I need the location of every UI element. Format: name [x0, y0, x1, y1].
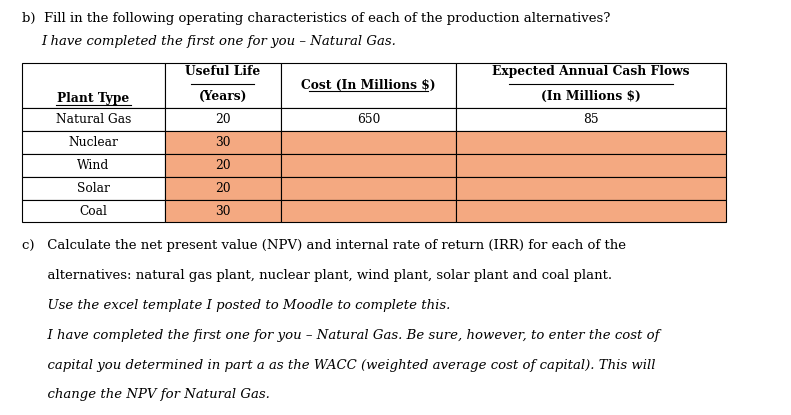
Bar — [165, 177, 281, 200]
Text: I have completed the first one for you – Natural Gas.: I have completed the first one for you –… — [41, 35, 396, 48]
Bar — [22, 108, 165, 131]
Bar — [456, 200, 725, 222]
Bar — [456, 131, 725, 154]
Bar — [165, 131, 281, 154]
Text: Solar: Solar — [77, 182, 110, 195]
Text: I have completed the first one for you – Natural Gas. Be sure, however, to enter: I have completed the first one for you –… — [22, 329, 660, 342]
Bar — [281, 177, 456, 200]
Bar — [281, 108, 456, 131]
Bar — [22, 177, 165, 200]
Text: Wind: Wind — [78, 159, 110, 172]
Text: 20: 20 — [215, 113, 230, 126]
Text: 85: 85 — [583, 113, 599, 126]
Text: 30: 30 — [215, 205, 230, 217]
Text: (In Millions $): (In Millions $) — [541, 90, 641, 103]
Bar — [165, 200, 281, 222]
Text: 30: 30 — [215, 136, 230, 149]
Bar — [22, 200, 165, 222]
Bar — [281, 200, 456, 222]
Bar — [22, 154, 165, 177]
Bar — [456, 177, 725, 200]
Text: Coal: Coal — [80, 205, 108, 217]
Text: Cost (In Millions $): Cost (In Millions $) — [301, 79, 436, 92]
Bar — [456, 154, 725, 177]
Bar — [165, 108, 281, 131]
Text: Use the excel template I posted to Moodle to complete this.: Use the excel template I posted to Moodl… — [22, 299, 451, 312]
Text: 650: 650 — [357, 113, 380, 126]
Text: Nuclear: Nuclear — [69, 136, 119, 149]
Text: Natural Gas: Natural Gas — [56, 113, 131, 126]
Text: alternatives: natural gas plant, nuclear plant, wind plant, solar plant and coal: alternatives: natural gas plant, nuclear… — [22, 269, 612, 282]
Text: Expected Annual Cash Flows: Expected Annual Cash Flows — [492, 65, 690, 78]
Text: capital you determined in part a as the WACC (weighted average cost of capital).: capital you determined in part a as the … — [22, 359, 656, 371]
Bar — [456, 108, 725, 131]
Text: c)   Calculate the net present value (NPV) and internal rate of return (IRR) for: c) Calculate the net present value (NPV)… — [22, 239, 626, 252]
Bar — [281, 154, 456, 177]
Text: change the NPV for Natural Gas.: change the NPV for Natural Gas. — [22, 388, 271, 401]
Text: 20: 20 — [215, 182, 230, 195]
Bar — [22, 131, 165, 154]
Bar — [165, 154, 281, 177]
Bar — [281, 131, 456, 154]
Text: Useful Life: Useful Life — [185, 65, 260, 78]
Text: Plant Type: Plant Type — [58, 92, 130, 105]
Text: 20: 20 — [215, 159, 230, 172]
Text: (Years): (Years) — [199, 90, 247, 103]
Text: b)  Fill in the following operating characteristics of each of the production al: b) Fill in the following operating chara… — [22, 12, 611, 25]
